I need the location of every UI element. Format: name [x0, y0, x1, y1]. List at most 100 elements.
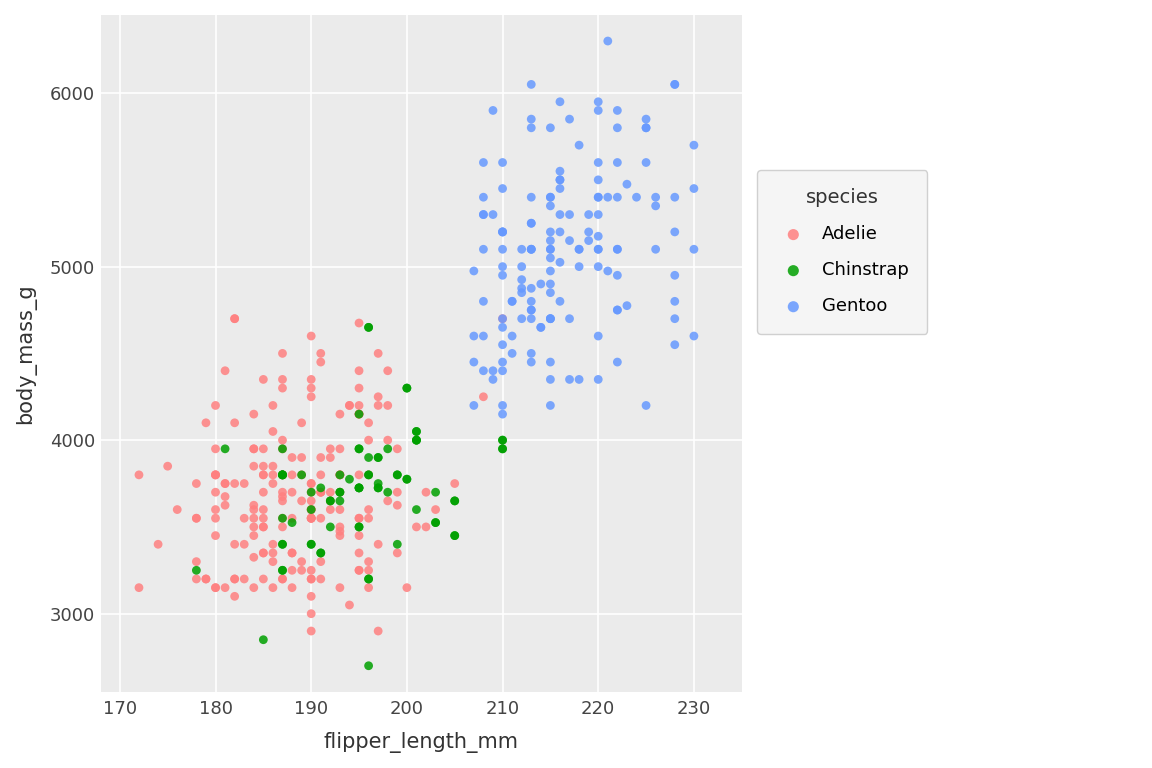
- Chinstrap: [359, 321, 378, 333]
- Gentoo: [551, 96, 569, 108]
- Adelie: [187, 555, 205, 568]
- Adelie: [244, 460, 263, 472]
- Chinstrap: [273, 512, 291, 525]
- Chinstrap: [273, 468, 291, 481]
- Gentoo: [513, 286, 531, 299]
- Gentoo: [560, 208, 578, 220]
- Gentoo: [666, 78, 684, 91]
- Adelie: [350, 564, 369, 577]
- Gentoo: [541, 399, 560, 412]
- Adelie: [197, 573, 215, 585]
- Adelie: [359, 417, 378, 429]
- Gentoo: [493, 226, 511, 238]
- Adelie: [255, 547, 273, 559]
- Gentoo: [531, 278, 550, 290]
- Adelie: [206, 512, 225, 525]
- Adelie: [493, 313, 511, 325]
- Chinstrap: [397, 382, 416, 394]
- Gentoo: [608, 243, 627, 256]
- Adelie: [293, 452, 311, 464]
- Gentoo: [599, 35, 617, 47]
- Adelie: [302, 573, 320, 585]
- Chinstrap: [493, 442, 511, 455]
- Adelie: [359, 434, 378, 446]
- Gentoo: [666, 226, 684, 238]
- Adelie: [311, 486, 329, 498]
- Adelie: [264, 538, 282, 551]
- Chinstrap: [311, 547, 329, 559]
- Gentoo: [522, 78, 540, 91]
- Chinstrap: [215, 442, 234, 455]
- Gentoo: [522, 243, 540, 256]
- Chinstrap: [273, 468, 291, 481]
- Adelie: [244, 512, 263, 525]
- Gentoo: [493, 269, 511, 281]
- Adelie: [379, 434, 397, 446]
- Chinstrap: [407, 425, 425, 438]
- Chinstrap: [350, 521, 369, 533]
- Gentoo: [608, 121, 627, 134]
- Adelie: [302, 391, 320, 403]
- Adelie: [215, 581, 234, 594]
- Gentoo: [493, 321, 511, 333]
- Chinstrap: [273, 538, 291, 551]
- Chinstrap: [302, 538, 320, 551]
- Adelie: [168, 504, 187, 516]
- Adelie: [215, 499, 234, 511]
- Adelie: [302, 607, 320, 620]
- Adelie: [215, 365, 234, 377]
- Gentoo: [522, 191, 540, 204]
- Gentoo: [541, 243, 560, 256]
- Gentoo: [666, 191, 684, 204]
- Gentoo: [493, 226, 511, 238]
- Adelie: [311, 486, 329, 498]
- Adelie: [255, 521, 273, 533]
- Chinstrap: [359, 452, 378, 464]
- Adelie: [273, 573, 291, 585]
- Gentoo: [464, 330, 483, 343]
- Adelie: [244, 408, 263, 420]
- Gentoo: [493, 243, 511, 256]
- Gentoo: [666, 339, 684, 351]
- Adelie: [331, 442, 349, 455]
- Adelie: [255, 468, 273, 481]
- Adelie: [255, 468, 273, 481]
- Chinstrap: [359, 468, 378, 481]
- Gentoo: [589, 243, 607, 256]
- Gentoo: [522, 356, 540, 368]
- Adelie: [255, 547, 273, 559]
- Adelie: [350, 512, 369, 525]
- Gentoo: [522, 121, 540, 134]
- Adelie: [302, 573, 320, 585]
- Adelie: [293, 468, 311, 481]
- Adelie: [244, 442, 263, 455]
- Gentoo: [589, 243, 607, 256]
- Adelie: [369, 625, 387, 637]
- Adelie: [206, 468, 225, 481]
- Chinstrap: [273, 538, 291, 551]
- Gentoo: [570, 243, 589, 256]
- Gentoo: [579, 234, 598, 247]
- Chinstrap: [397, 473, 416, 485]
- Adelie: [226, 417, 244, 429]
- Adelie: [273, 512, 291, 525]
- Adelie: [283, 547, 302, 559]
- Gentoo: [589, 96, 607, 108]
- Gentoo: [666, 313, 684, 325]
- Adelie: [302, 478, 320, 490]
- Chinstrap: [331, 486, 349, 498]
- Adelie: [417, 521, 435, 533]
- Chinstrap: [426, 516, 445, 528]
- Gentoo: [570, 260, 589, 273]
- Adelie: [244, 521, 263, 533]
- Gentoo: [475, 191, 493, 204]
- Adelie: [293, 417, 311, 429]
- Gentoo: [503, 295, 522, 307]
- Chinstrap: [302, 504, 320, 516]
- Gentoo: [570, 373, 589, 386]
- Gentoo: [522, 347, 540, 359]
- Adelie: [302, 512, 320, 525]
- Chinstrap: [446, 495, 464, 507]
- Adelie: [255, 521, 273, 533]
- Gentoo: [608, 243, 627, 256]
